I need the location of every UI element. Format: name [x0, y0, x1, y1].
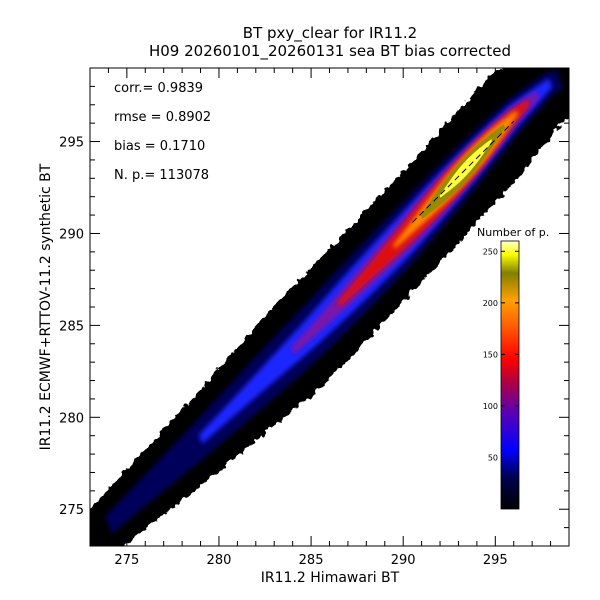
stat-line: bias = 0.1710	[114, 139, 205, 154]
colorbar-gradient	[500, 240, 520, 510]
y-tick-label: 295	[59, 136, 84, 151]
y-tick-label: 275	[59, 503, 84, 518]
stat-line: corr.= 0.9839	[114, 81, 203, 96]
statistics-block: corr.= 0.9839 rmse = 0.8902 bias = 0.1710 N…	[114, 81, 211, 183]
colorbar-tick-label: 200	[483, 299, 498, 308]
x-tick-label: 285	[299, 553, 324, 568]
x-tick-label: 280	[207, 553, 232, 568]
colorbar: Number of p. 50 100 150 200 250	[477, 226, 549, 510]
x-tick-label: 275	[114, 553, 139, 568]
colorbar-tick-label: 150	[483, 350, 498, 359]
x-axis-label: IR11.2 Himawari BT	[261, 570, 400, 586]
chart-subtitle: H09 20260101_20260131 sea BT bias correc…	[149, 42, 511, 61]
fit-line	[412, 120, 515, 223]
density-layer-peak	[439, 139, 492, 198]
colorbar-title: Number of p.	[477, 226, 549, 239]
y-axis-label: IR11.2 ECMWF+RTTOV-11.2 synthetic BT	[38, 163, 54, 450]
colorbar-ticks: 50 100 150 200 250	[483, 247, 519, 462]
x-tick-label: 295	[483, 553, 508, 568]
chart-title: BT pxy_clear for IR11.2	[243, 24, 417, 43]
colorbar-tick-label: 250	[483, 247, 498, 256]
x-tick-label: 290	[391, 553, 416, 568]
colorbar-tick-label: 100	[483, 402, 498, 411]
stat-line: rmse = 0.8902	[114, 110, 211, 125]
density-cloud	[90, 68, 569, 546]
y-tick-label: 290	[59, 227, 84, 242]
x-axis: 275 280 285 290 295	[89, 68, 570, 568]
y-tick-label: 280	[59, 411, 84, 426]
y-tick-label: 285	[59, 319, 84, 334]
y-axis: 275 280 285 290 295	[59, 67, 569, 547]
colorbar-tick-label: 50	[488, 453, 498, 462]
stat-line: N. p.= 113078	[114, 168, 209, 183]
